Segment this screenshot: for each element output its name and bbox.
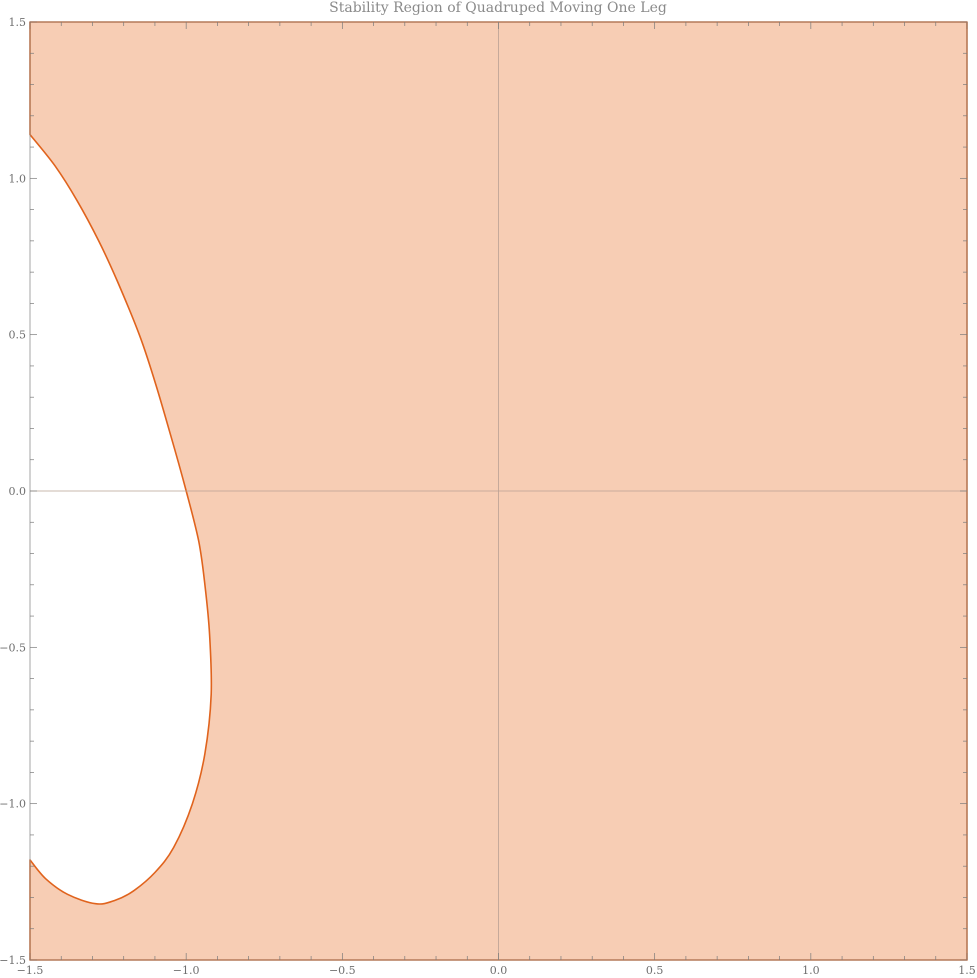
x-tick-label: 0.5	[646, 964, 664, 977]
y-tick-label: 1.0	[9, 172, 27, 185]
y-tick-label: 0.5	[9, 329, 27, 342]
x-tick-label: −1.5	[17, 964, 44, 977]
x-tick-label: −0.5	[329, 964, 356, 977]
chart-title: Stability Region of Quadruped Moving One…	[329, 0, 667, 16]
y-tick-label: 0.0	[9, 485, 27, 498]
x-tick-label: −1.0	[173, 964, 200, 977]
y-tick-label: −1.5	[0, 954, 26, 967]
x-tick-label: 1.5	[958, 964, 976, 977]
x-tick-label: 1.0	[802, 964, 820, 977]
y-tick-label: −1.0	[0, 798, 26, 811]
y-tick-label: −0.5	[0, 641, 26, 654]
y-tick-label: 1.5	[9, 16, 27, 29]
tick-marks	[29, 21, 968, 961]
tick-labels: −1.5 −1.0 −0.5 0.0 0.5 1.0 1.5 −1.5 −1.0 −0.5 0.0 0…	[0, 16, 976, 977]
x-tick-label: 0.0	[490, 964, 508, 977]
